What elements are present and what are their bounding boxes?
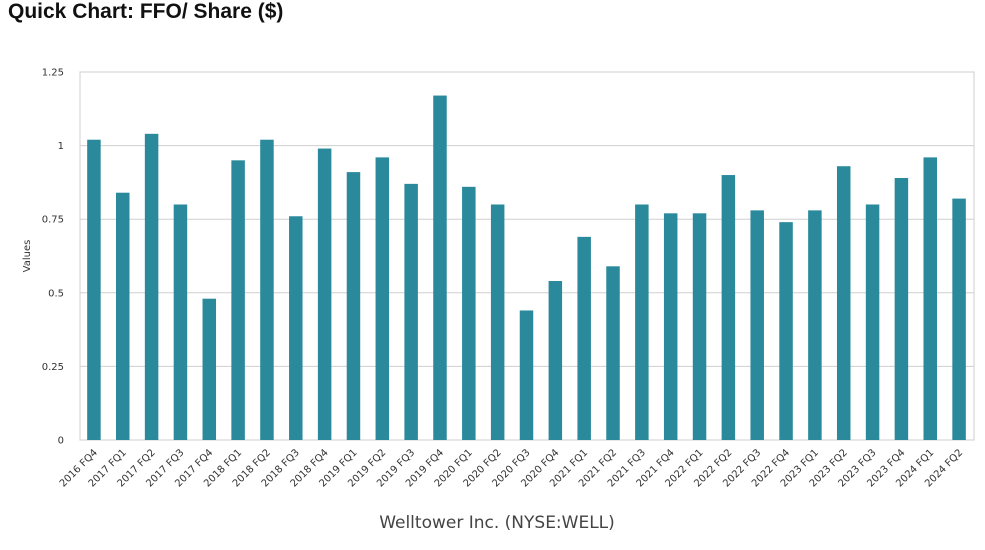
bar xyxy=(635,204,649,440)
y-axis-ticks: 0 0.25 0.5 0.75 1 1.25 xyxy=(42,68,64,447)
bar xyxy=(721,175,736,441)
bar xyxy=(490,204,505,440)
y-axis-label: Values xyxy=(22,240,33,273)
bar xyxy=(952,198,966,440)
bar xyxy=(346,172,361,440)
bar xyxy=(519,310,534,440)
bar xyxy=(231,160,245,440)
y-tick-label: 0 xyxy=(58,436,64,447)
bar xyxy=(779,222,793,440)
bar xyxy=(202,298,217,440)
bar xyxy=(260,139,274,440)
bar xyxy=(375,157,390,440)
bar xyxy=(462,186,476,440)
bar xyxy=(548,281,563,440)
bar xyxy=(433,95,447,440)
bar xyxy=(144,133,159,440)
bar xyxy=(923,157,937,440)
bar xyxy=(836,166,851,440)
x-axis-label: Welltower Inc. (NYSE:WELL) xyxy=(379,513,615,533)
y-tick-label: 0.5 xyxy=(48,288,64,299)
bar xyxy=(663,213,678,440)
bar xyxy=(317,148,332,440)
y-tick-label: 1 xyxy=(58,141,64,152)
bars xyxy=(87,95,966,441)
y-tick-label: 1.25 xyxy=(42,68,64,79)
y-tick-label: 0.75 xyxy=(42,215,64,226)
bar xyxy=(808,210,822,440)
bar xyxy=(289,216,303,440)
bar xyxy=(865,204,880,440)
bar xyxy=(750,210,764,440)
bar xyxy=(692,213,707,440)
bar xyxy=(116,192,130,440)
bar xyxy=(404,183,418,440)
bar xyxy=(173,204,188,440)
bar xyxy=(894,177,909,440)
bar xyxy=(87,139,101,440)
bar xyxy=(577,236,591,440)
y-tick-label: 0.25 xyxy=(42,362,64,373)
page-title: Quick Chart: FFO/ Share ($) xyxy=(8,0,284,23)
bar xyxy=(606,266,620,440)
